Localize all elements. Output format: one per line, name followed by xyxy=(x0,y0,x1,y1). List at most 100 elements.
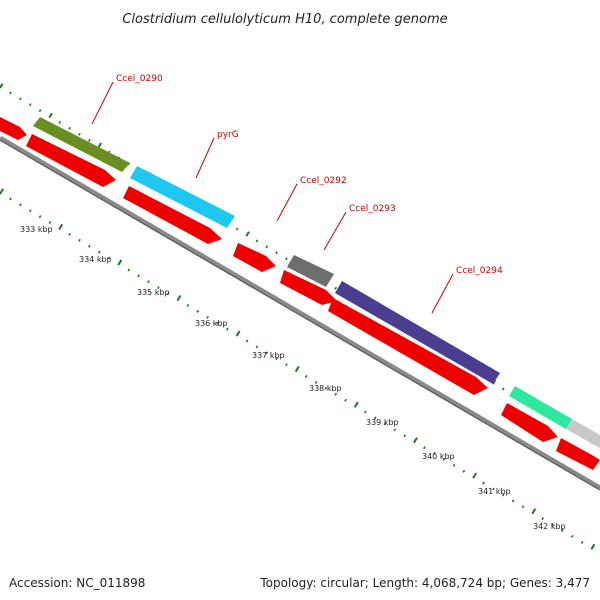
cds-arrow[interactable] xyxy=(0,117,27,140)
gene-label[interactable]: Ccel_0292 xyxy=(300,176,347,186)
tick-mark xyxy=(501,387,505,391)
gene-label[interactable]: Ccel_0290 xyxy=(116,74,163,84)
tick-mark xyxy=(28,209,32,213)
scale-tick-label: 333 kbp xyxy=(20,225,53,234)
cds-arrow[interactable] xyxy=(556,438,600,470)
feature-light[interactable] xyxy=(566,419,600,448)
tick-mark xyxy=(265,351,269,355)
tick-mark xyxy=(28,103,32,107)
scale-tick-row xyxy=(0,188,596,550)
tick-mark xyxy=(344,398,347,402)
gene-label[interactable]: Ccel_0294 xyxy=(456,266,503,276)
cds-arrow[interactable] xyxy=(328,298,488,395)
cds-arrow[interactable] xyxy=(233,243,276,272)
tick-mark xyxy=(88,138,91,142)
tick-mark xyxy=(383,422,387,426)
scale-tick-label: 335 kbp xyxy=(137,288,170,297)
tick-mark xyxy=(294,366,300,373)
tick-mark xyxy=(413,437,418,444)
feature-indigo[interactable] xyxy=(335,281,500,384)
tick-mark xyxy=(176,294,182,302)
tick-mark xyxy=(501,493,505,497)
tick-mark xyxy=(403,434,407,438)
accession-text: Accession: NC_011898 xyxy=(9,576,145,590)
gene-label[interactable]: pyrG xyxy=(217,130,239,140)
tick-mark xyxy=(19,97,22,101)
feature-sky[interactable] xyxy=(130,166,235,228)
tick-mark xyxy=(353,401,359,408)
tick-mark xyxy=(334,392,338,396)
tick-mark xyxy=(9,91,12,95)
tick-mark xyxy=(472,472,478,479)
tick-mark xyxy=(580,540,584,544)
scale-tick-label: 340 kbp xyxy=(422,452,455,461)
tick-mark xyxy=(127,268,131,272)
cds-arrow[interactable] xyxy=(280,270,337,305)
tick-mark xyxy=(216,321,219,325)
gene-label[interactable]: Ccel_0293 xyxy=(349,204,396,214)
leader-line xyxy=(276,183,298,222)
tick-mark xyxy=(68,232,71,236)
scale-tick-label: 336 kbp xyxy=(195,319,228,328)
tick-mark xyxy=(19,203,22,207)
genome-backbone-edge xyxy=(0,139,600,491)
tick-mark xyxy=(521,505,525,509)
tick-mark xyxy=(492,487,495,491)
tick-mark xyxy=(245,339,249,343)
scale-tick-label: 338 kbp xyxy=(309,384,342,393)
map-title: Clostridium cellulolyticum H10, complete… xyxy=(122,12,447,27)
cds-arrow[interactable] xyxy=(501,403,558,442)
cds-track xyxy=(0,117,600,470)
tick-mark xyxy=(157,286,160,290)
tick-mark xyxy=(285,363,288,367)
tick-mark xyxy=(561,529,564,532)
tick-mark xyxy=(432,452,436,456)
tick-mark xyxy=(235,330,241,337)
leader-line xyxy=(195,137,215,179)
label-leaders xyxy=(91,81,454,314)
tick-mark xyxy=(590,543,596,550)
tick-mark xyxy=(393,428,397,432)
tick-mark xyxy=(9,197,12,201)
tick-mark xyxy=(206,315,209,319)
tick-mark xyxy=(225,327,229,331)
tick-mark xyxy=(442,457,446,461)
tick-mark xyxy=(117,259,123,266)
leader-line xyxy=(431,273,454,314)
scale-tick-label: 337 kbp xyxy=(252,351,285,360)
feature-olive[interactable] xyxy=(33,117,130,172)
tick-mark xyxy=(0,83,4,89)
tick-mark xyxy=(97,142,102,148)
tick-mark xyxy=(88,244,91,248)
tick-mark xyxy=(462,469,466,473)
tick-mark xyxy=(58,120,62,124)
tick-mark xyxy=(570,534,574,538)
leader-line xyxy=(91,81,114,125)
tick-mark xyxy=(137,274,140,278)
tick-mark xyxy=(324,386,328,390)
tick-mark xyxy=(482,481,485,485)
tick-mark xyxy=(58,223,64,231)
tick-mark xyxy=(38,215,42,219)
tick-mark xyxy=(304,375,308,379)
tick-mark xyxy=(48,221,52,225)
scale-tick-label: 341 kbp xyxy=(478,487,511,496)
cds-arrow[interactable] xyxy=(123,186,222,244)
feature-gray[interactable] xyxy=(287,255,334,287)
tick-mark xyxy=(255,239,259,243)
tick-mark xyxy=(373,416,377,420)
tick-mark xyxy=(196,309,200,313)
tick-mark xyxy=(275,357,278,361)
tick-mark xyxy=(551,523,554,527)
tick-mark xyxy=(245,231,250,237)
tick-mark xyxy=(235,227,239,231)
scale-tick-label: 334 kbp xyxy=(79,255,112,264)
tick-mark xyxy=(97,250,101,254)
tick-mark xyxy=(166,292,170,296)
cds-arrow[interactable] xyxy=(26,134,116,187)
tick-mark xyxy=(314,380,318,384)
tick-mark xyxy=(275,251,278,255)
genome-backbone xyxy=(0,135,600,491)
feature-mint[interactable] xyxy=(509,386,572,429)
